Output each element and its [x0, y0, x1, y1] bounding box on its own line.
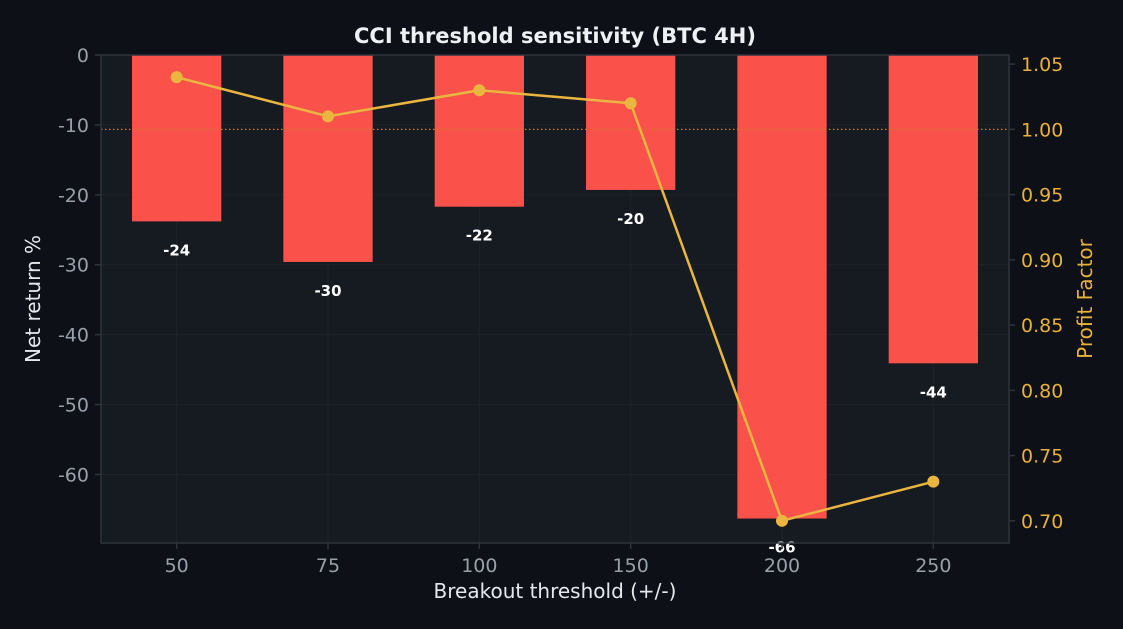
bar-series	[132, 55, 978, 519]
profit-factor-point	[322, 110, 334, 123]
bar	[737, 55, 827, 519]
y2-tick-label: 1.00	[1021, 119, 1063, 141]
y2-tick-label: 0.80	[1021, 380, 1063, 402]
y-axis-title: Net return %	[21, 235, 45, 363]
bar	[586, 55, 676, 190]
x-tick-label: 250	[915, 555, 951, 577]
x-tick-label: 100	[461, 555, 497, 577]
y2-tick-label: 0.75	[1021, 446, 1063, 468]
y-tick-label: -60	[58, 464, 89, 486]
bar	[888, 55, 978, 364]
profit-factor-point	[927, 475, 940, 488]
x-tick-label: 50	[165, 555, 189, 577]
x-axis-ticks: 50 75 100 150 200 250	[165, 543, 951, 577]
bar-data-label: -44	[920, 383, 947, 401]
y2-tick-label: 1.05	[1021, 54, 1063, 76]
plot-area	[101, 55, 1009, 543]
profit-factor-point	[776, 514, 788, 527]
line-series	[170, 71, 940, 527]
y-tick-label: -30	[58, 255, 89, 277]
y2-tick-label: 0.90	[1021, 250, 1063, 272]
y-tick-label: -10	[58, 115, 89, 137]
profit-factor-point	[473, 84, 486, 97]
y-tick-label: -20	[58, 185, 89, 207]
chart-title: CCI threshold sensitivity (BTC 4H)	[354, 24, 756, 48]
profit-factor-point	[624, 97, 637, 110]
bar-data-label: -30	[314, 282, 341, 300]
y2-tick-label: 0.95	[1021, 185, 1063, 207]
bar-data-label: -24	[163, 241, 190, 259]
x-tick-label: 75	[316, 555, 340, 577]
x-tick-label: 200	[764, 555, 800, 577]
plot-frame	[100, 54, 1010, 544]
y-tick-label: 0	[77, 45, 89, 67]
x-axis-title: Breakout threshold (+/-)	[434, 579, 677, 603]
y-tick-label: -40	[58, 325, 89, 347]
profit-factor-point	[170, 71, 183, 84]
profit-factor-line	[176, 75, 934, 523]
y2-axis-title: Profit Factor	[1073, 238, 1097, 359]
x-tick-label: 150	[613, 555, 649, 577]
bar-data-label: -20	[617, 210, 644, 228]
bar-data-label: -22	[466, 227, 493, 245]
y2-tick-label: 0.70	[1021, 511, 1063, 533]
y-tick-label: -50	[58, 395, 89, 417]
y2-tick-label: 0.85	[1021, 315, 1063, 337]
left-axis-ticks: 0 -10 -20 -30 -40 -50 -60	[58, 45, 101, 486]
bar-data-labels: -24-30-22-20-66-44	[163, 210, 947, 557]
bar	[434, 55, 524, 207]
bar	[283, 55, 373, 262]
right-axis-ticks: 1.05 1.00 0.95 0.90 0.85 0.80 0.75 0.70	[1009, 54, 1063, 533]
